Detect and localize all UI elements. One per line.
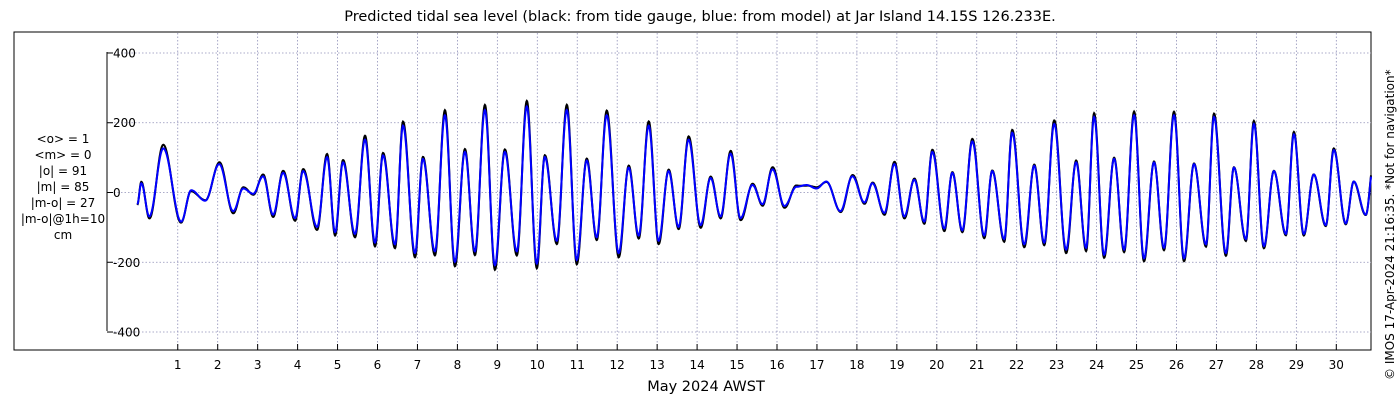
x-axis-label: May 2024 AWST <box>647 379 765 395</box>
copyright-watermark: © IMOS 17-Apr-2024 21:16:35. *Not for na… <box>1383 69 1397 380</box>
x-tick-label-7: 7 <box>414 358 422 372</box>
y-tick-label-200: 200 <box>113 116 136 130</box>
x-tick-label-12: 12 <box>610 358 625 372</box>
stat-abs-obs: |o| = 91 <box>38 164 88 178</box>
x-tick-label-14: 14 <box>689 358 704 372</box>
stat-mean-model: <m> = 0 <box>34 148 92 162</box>
y-tick-label--400: -400 <box>113 326 140 340</box>
x-tick-label-26: 26 <box>1169 358 1184 372</box>
x-tick-label-21: 21 <box>969 358 984 372</box>
x-tick-label-30: 30 <box>1329 358 1344 372</box>
x-tick-label-19: 19 <box>889 358 904 372</box>
x-tick-label-9: 9 <box>494 358 502 372</box>
x-tick-label-6: 6 <box>374 358 382 372</box>
x-tick-label-17: 17 <box>809 358 824 372</box>
x-tick-label-24: 24 <box>1089 358 1104 372</box>
x-tick-label-8: 8 <box>454 358 462 372</box>
stats-panel: <o> = 1 <m> = 0 |o| = 91 |m| = 85 |m-o| … <box>2 131 124 243</box>
x-tick-label-23: 23 <box>1049 358 1064 372</box>
x-tick-label-5: 5 <box>334 358 342 372</box>
x-tick-label-27: 27 <box>1209 358 1224 372</box>
stat-abs-diff: |m-o| = 27 <box>30 196 96 210</box>
stat-units: cm <box>53 228 73 242</box>
stat-abs-model: |m| = 85 <box>36 180 90 194</box>
y-tick-label--200: -200 <box>113 256 140 270</box>
x-tick-label-18: 18 <box>849 358 864 372</box>
x-tick-label-20: 20 <box>929 358 944 372</box>
series-model-line <box>136 104 1372 267</box>
stat-abs-diff-1h: |m-o|@1h=10 <box>20 212 106 226</box>
grid-lines <box>107 33 1371 349</box>
y-tick-label-0: 0 <box>113 186 121 200</box>
x-tick-label-11: 11 <box>570 358 585 372</box>
x-tick-label-2: 2 <box>214 358 222 372</box>
chart-title: Predicted tidal sea level (black: from t… <box>344 9 1056 25</box>
x-tick-label-29: 29 <box>1289 358 1304 372</box>
x-tick-label-25: 25 <box>1129 358 1144 372</box>
stat-mean-obs: <o> = 1 <box>36 132 90 146</box>
x-tick-label-22: 22 <box>1009 358 1024 372</box>
x-tick-label-28: 28 <box>1249 358 1264 372</box>
y-tick-label-400: 400 <box>113 46 136 60</box>
x-tick-label-16: 16 <box>769 358 784 372</box>
x-tick-label-1: 1 <box>174 358 182 372</box>
x-tick-label-10: 10 <box>530 358 545 372</box>
x-tick-label-13: 13 <box>650 358 665 372</box>
x-tick-label-15: 15 <box>729 358 744 372</box>
x-tick-label-3: 3 <box>254 358 262 372</box>
x-tick-label-4: 4 <box>294 358 302 372</box>
axis-ticks: 1 2 3 4 5 6 7 8 9 10 11 12 13 14 15 16 17 18 19 20 21 22 23 24 2… <box>107 46 1344 372</box>
